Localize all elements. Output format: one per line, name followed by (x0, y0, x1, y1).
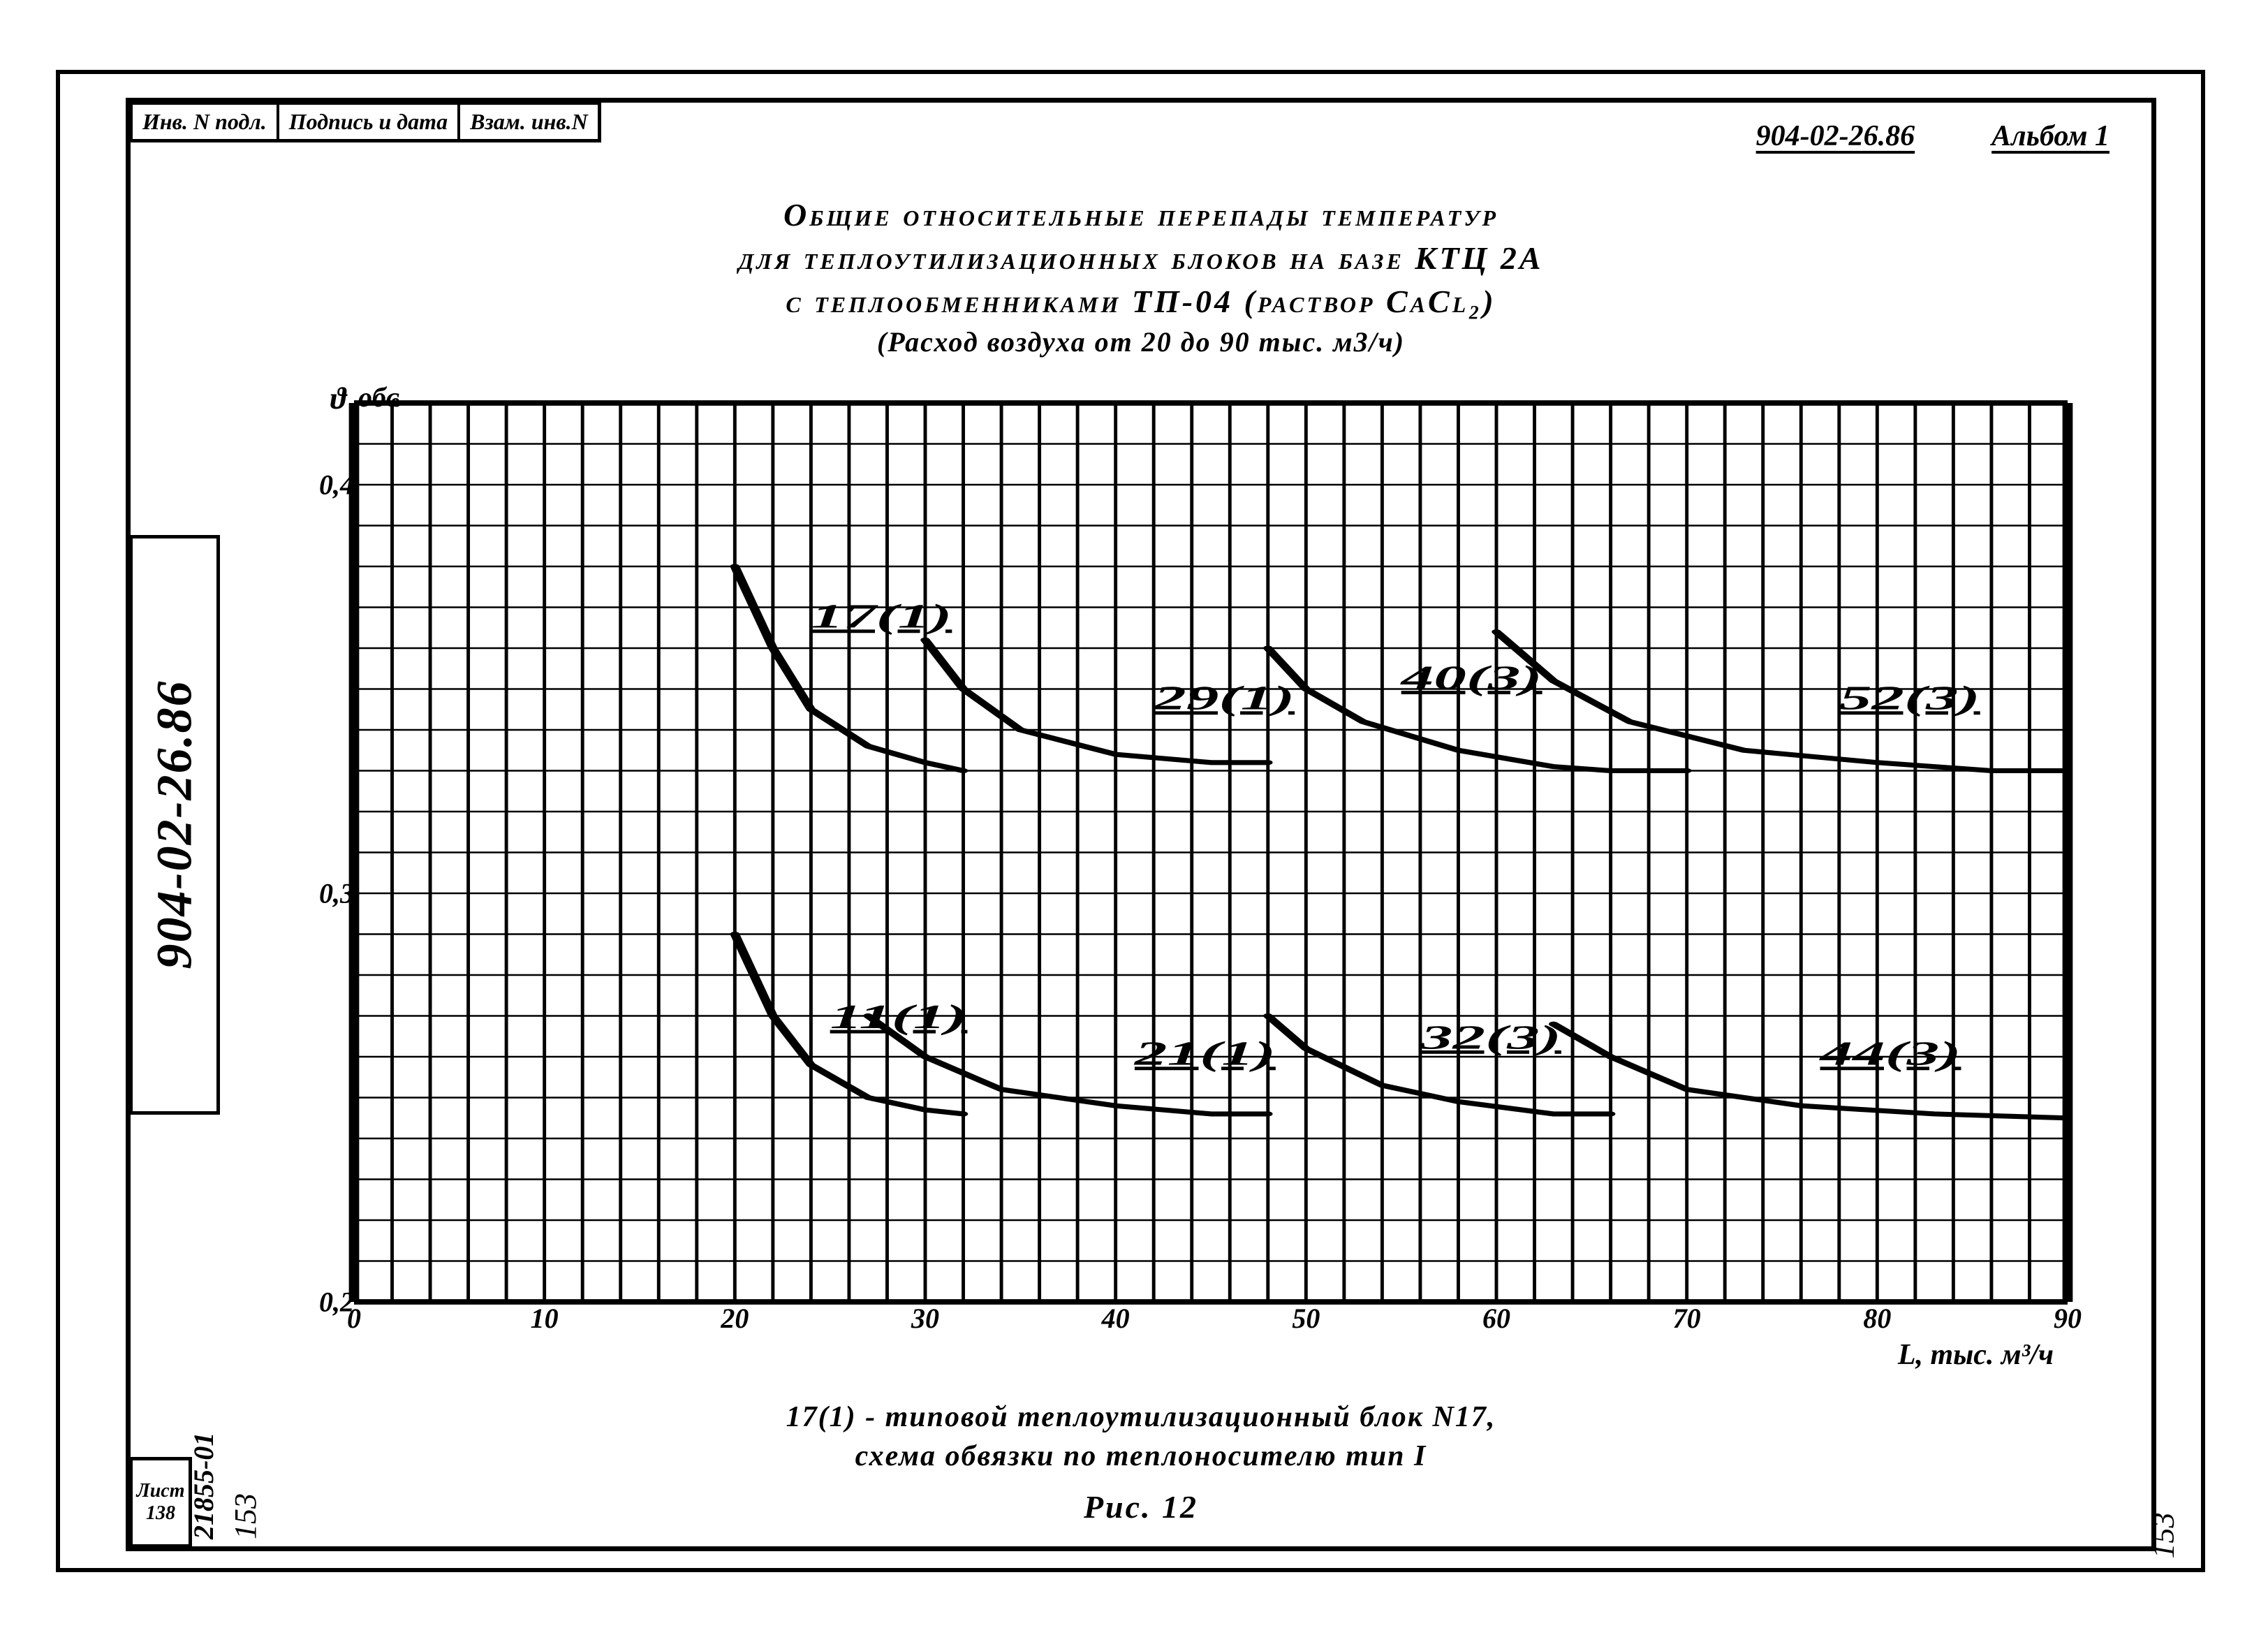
x-tick: 20 (721, 1302, 749, 1335)
svg-text:32(3): 32(3) (1420, 1019, 1561, 1057)
title-line: Общие относительные перепады температур (131, 193, 2151, 237)
figure-label: Рис. 12 (131, 1488, 2151, 1525)
y-tick: 0,4 (319, 469, 354, 501)
page-number-right: 153 (2146, 1513, 2181, 1559)
x-tick: 0 (347, 1302, 361, 1335)
chart-area: 17(1) 29(1) 40(3) 52(3) 11(1) 21(1) 32(3) 44(3) (354, 403, 2068, 1302)
x-tick: 60 (1482, 1302, 1510, 1335)
footnote-line: 17(1) - типовой теплоутилизационный блок… (131, 1398, 2151, 1437)
page-number-left: 153 (228, 1493, 263, 1539)
svg-text:44(3): 44(3) (1818, 1035, 1961, 1073)
svg-text:40(3): 40(3) (1399, 659, 1542, 697)
chart-svg: 17(1) 29(1) 40(3) 52(3) 11(1) 21(1) 32(3) 44(3) (354, 403, 2068, 1302)
titleblock-cell: Инв. N подл. (133, 105, 279, 139)
x-tick: 90 (2054, 1302, 2082, 1335)
x-tick: 10 (531, 1302, 559, 1335)
document-id-header: 904-02-26.86 Альбом 1 (1756, 119, 2109, 153)
doc-id: 904-02-26.86 (1756, 119, 1915, 153)
footnote-line: схема обвязки по теплоносителю тип I (131, 1437, 2151, 1476)
titleblock-cell: Подпись и дата (279, 105, 460, 139)
sheet-number: 138 (146, 1502, 175, 1525)
chart-title: Общие относительные перепады температур … (131, 193, 2151, 361)
x-axis-unit: L, тыс. м³/ч (1898, 1338, 2054, 1372)
x-tick: 50 (1292, 1302, 1320, 1335)
drawing-frame: Инв. N подл. Подпись и дата Взам. инв.N … (126, 98, 2156, 1551)
x-tick: 80 (1863, 1302, 1891, 1335)
svg-text:21(1): 21(1) (1134, 1035, 1276, 1073)
title-line: с теплообменниками ТП-04 (раствор CaCl₂) (131, 280, 2151, 323)
sheet-box: Лист 138 (129, 1457, 192, 1548)
spine-code: 904-02-26.86 (146, 680, 204, 969)
album-label: Альбом 1 (1991, 119, 2109, 153)
title-line: для теплоутилизационных блоков на базе К… (131, 237, 2151, 280)
chart-footnote: 17(1) - типовой теплоутилизационный блок… (131, 1398, 2151, 1476)
sheet-label: Лист (137, 1480, 185, 1502)
page: Инв. N подл. Подпись и дата Взам. инв.N … (0, 0, 2268, 1649)
x-tick-labels: 0102030405060708090 (354, 1302, 2068, 1337)
x-tick: 70 (1673, 1302, 1701, 1335)
svg-text:11(1): 11(1) (830, 998, 968, 1036)
y-tick-labels: 0,20,30,4 (305, 403, 354, 1302)
title-block-table: Инв. N подл. Подпись и дата Взам. инв.N (129, 101, 601, 142)
svg-text:17(1): 17(1) (811, 598, 952, 636)
svg-text:52(3): 52(3) (1839, 680, 1980, 717)
titleblock-cell: Взам. инв.N (460, 105, 598, 139)
x-tick: 30 (911, 1302, 939, 1335)
y-tick: 0,3 (319, 877, 354, 910)
svg-text:29(1): 29(1) (1153, 680, 1295, 717)
x-tick: 40 (1102, 1302, 1130, 1335)
title-line: (Расход воздуха от 20 до 90 тыс. м3/ч) (131, 323, 2151, 361)
spine-code-box: 904-02-26.86 (129, 535, 220, 1115)
archive-code: 21855-01 (187, 1432, 220, 1539)
